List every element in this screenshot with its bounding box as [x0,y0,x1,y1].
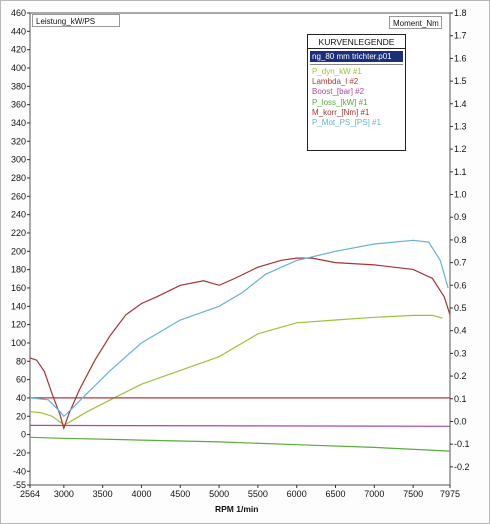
y-tick-label-right: 1.4 [454,99,467,109]
x-tick-label: 4000 [131,489,151,499]
y-tick-label-right: 0.5 [454,303,467,313]
x-axis-label: RPM 1/min [215,504,259,514]
series-line-p-mot-ps-ps-1 [29,239,449,418]
y-tick-label-left: 320 [11,136,26,146]
legend-separator [310,64,403,65]
legend-entry: P_loss_[kW] #1 [312,97,368,107]
right-axis-label: Moment_Nm [389,16,442,29]
y-tick-label-right: 1.3 [454,121,467,131]
y-tick-label-left: 20 [16,411,26,421]
series-line-p-loss-kw-1 [29,436,451,452]
y-tick-label-left: 340 [11,118,26,128]
legend-items: P_dyn_kW #1 Lambda_l #2 Boost_[bar] #2 P_lo… [308,67,405,128]
y-tick-label-right: 0.7 [454,258,467,268]
y-tick-label-left: 440 [11,26,26,36]
y-tick-label-right: 1.7 [454,31,467,41]
y-tick-label-left: 40 [16,393,26,403]
y-tick-label-left: 260 [11,191,26,201]
x-tick-label: 7500 [403,489,423,499]
x-tick-label: 2564 [20,489,40,499]
legend-entry: Boost_[bar] #2 [312,87,365,97]
x-tick-label: 3500 [93,489,113,499]
y-tick-label-right: 0.2 [454,371,467,381]
y-tick-label-right: 0.4 [454,326,467,336]
y-tick-label-left: 220 [11,228,26,238]
y-tick-label-left: 140 [11,301,26,311]
y-tick-label-left: 80 [16,356,26,366]
y-tick-label-right: 0.8 [454,235,467,245]
y-tick-label-right: 1.5 [454,76,467,86]
y-tick-label-left: 180 [11,265,26,275]
x-tick-label: 6000 [287,489,307,499]
y-tick-label-left: 280 [11,173,26,183]
legend-entry: P_Mot_PS_[PS] #1 [312,118,381,128]
x-tick-label: 5500 [248,489,268,499]
series-line-p-dyn-kw-1 [29,314,443,427]
x-tick-label: 6500 [325,489,345,499]
y-tick-label-left: 120 [11,320,26,330]
y-tick-label-left: 380 [11,81,26,91]
x-tick-label: 3000 [54,489,74,499]
series-line-m-korr-nm-1 [29,257,451,431]
y-tick-label-left: 160 [11,283,26,293]
legend-title: KURVENLEGENDE [308,35,405,49]
y-tick-label-right: 1.6 [454,53,467,63]
y-tick-label-left: -55 [13,480,26,490]
legend-entry: M_korr_[Nm] #1 [312,107,370,117]
y-tick-label-right: 0.6 [454,280,467,290]
y-tick-label-left: 240 [11,210,26,220]
y-tick-label-right: 0.3 [454,348,467,358]
y-tick-label-right: 1.8 [454,8,467,18]
y-tick-label-right: 0.0 [454,416,467,426]
y-tick-label-left: -40 [13,466,26,476]
legend-entry: P_dyn_kW #1 [312,67,362,76]
y-tick-label-right: -0.1 [454,439,470,449]
x-tick-label: 4500 [170,489,190,499]
y-tick-label-left: 420 [11,45,26,55]
legend-file[interactable]: ng_80 mm trichter.p01 [310,51,403,62]
y-tick-label-left: 60 [16,375,26,385]
y-tick-label-right: -0.2 [454,462,470,472]
y-tick-label-right: 0.9 [454,212,467,222]
x-tick-label: 5000 [209,489,229,499]
y-tick-label-left: 300 [11,155,26,165]
tick-labels: 4604404204003803603403203002802602402202… [11,8,470,499]
legend-entry: Lambda_l #2 [312,77,359,87]
y-tick-label-right: 1.1 [454,167,467,177]
left-axis-label: Leistung_kW/PS [32,14,120,27]
y-tick-label-right: 0.1 [454,394,467,404]
x-tick-label: 7975 [440,489,460,499]
y-tick-label-left: 0 [21,430,26,440]
y-tick-label-right: 1.2 [454,144,467,154]
y-tick-label-right: 1.0 [454,190,467,200]
legend: KURVENLEGENDE ng_80 mm trichter.p01 P_dy… [307,34,406,151]
series-line-boost-bar-2 [29,424,451,427]
x-tick-label: 7000 [364,489,384,499]
y-tick-label-left: 100 [11,338,26,348]
y-tick-label-left: -20 [13,448,26,458]
y-tick-label-left: 400 [11,63,26,73]
series-lines [29,239,451,452]
y-tick-label-left: 460 [11,8,26,18]
y-tick-label-left: 200 [11,246,26,256]
y-tick-label-left: 360 [11,100,26,110]
